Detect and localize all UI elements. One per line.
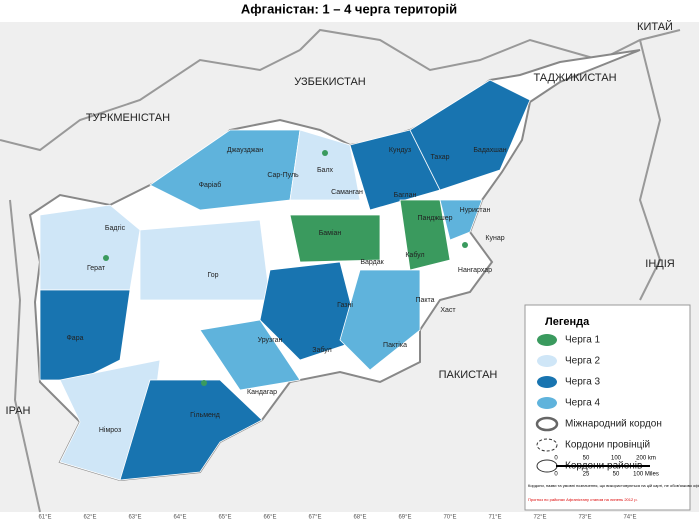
place-label: Баміан xyxy=(319,229,342,237)
place-label: Газні xyxy=(337,301,353,309)
country-label: ІРАН xyxy=(6,405,31,417)
place-label: Урузган xyxy=(258,337,283,344)
place-label: Бадгіс xyxy=(105,224,126,232)
longitude-label: 65°E xyxy=(218,515,231,521)
place-label: Панджшер xyxy=(418,215,453,222)
longitude-label: 63°E xyxy=(128,515,141,521)
longitude-label: 68°E xyxy=(353,515,366,521)
legend-swatch xyxy=(537,397,557,409)
place-label: Балх xyxy=(317,167,334,174)
scale-mile-label: 100 Miles xyxy=(633,472,659,478)
legend-label: Черга 1 xyxy=(565,335,601,346)
place-label: Кандагар xyxy=(247,389,277,396)
legend-swatch xyxy=(537,355,557,367)
longitude-label: 69°E xyxy=(398,515,411,521)
place-label: Німроз xyxy=(99,426,121,434)
longitude-label: 72°E xyxy=(533,515,546,521)
place-label: Кундуз xyxy=(389,147,411,154)
country-label: ПАКИСТАН xyxy=(439,369,498,381)
place-label: Фара xyxy=(66,335,83,342)
longitude-label: 70°E xyxy=(443,515,456,521)
country-label: ІНДІЯ xyxy=(645,258,675,270)
legend-label: Черга 4 xyxy=(565,398,601,409)
place-label: Баглан xyxy=(394,192,417,199)
legend-label: Кордони провінцій xyxy=(565,440,650,451)
place-label: Саманган xyxy=(331,189,363,196)
country-label: КИТАЙ xyxy=(637,20,673,33)
place-label: Гор xyxy=(207,272,218,279)
city-markers xyxy=(103,150,468,386)
legend: Легенда Черга 1 Черга 2 Черга 3 Черга 4 Міжн… xyxy=(524,304,699,511)
place-label: Кунар xyxy=(485,235,504,242)
scale-mile-label: 0 xyxy=(554,472,558,478)
legend-swatch xyxy=(536,459,558,473)
place-label: Герат xyxy=(87,265,106,272)
longitude-label: 67°E xyxy=(308,515,321,521)
longitude-label: 64°E xyxy=(173,515,186,521)
legend-label: Міжнародний кордон xyxy=(565,419,662,430)
place-label: Хаст xyxy=(440,307,456,314)
scale-mile-label: 25 xyxy=(583,472,590,478)
longitude-label: 61°E xyxy=(38,515,51,521)
place-label: Кабул xyxy=(405,251,424,259)
place-label: Гільменд xyxy=(190,411,220,419)
place-label: Тахар xyxy=(430,154,449,161)
scale-km-label: 200 km xyxy=(636,456,656,462)
country-label: ТАДЖИКИСТАН xyxy=(533,72,616,84)
place-label: Сар-Пуль xyxy=(267,172,299,179)
place-label: Пактіка xyxy=(383,341,407,349)
place-label: Забул xyxy=(312,346,331,354)
longitude-label: 66°E xyxy=(263,515,276,521)
legend-swatch xyxy=(537,376,557,388)
map-note-red: Прогноз по районах Афганістану станом на… xyxy=(528,497,638,502)
legend-swatch xyxy=(537,334,557,346)
place-label: Джаузджан xyxy=(227,147,263,154)
legend-swatch xyxy=(535,416,559,432)
district-fills xyxy=(39,79,531,481)
place-label: Пакта xyxy=(415,297,434,304)
scale-km-label: 50 xyxy=(583,456,590,462)
map-title: Афганістан: 1 – 4 черга територій xyxy=(241,1,457,16)
country-label: УЗБЕКИСТАН xyxy=(294,76,366,88)
place-label: Вардак xyxy=(360,259,384,266)
place-label: Нангархар xyxy=(458,267,492,274)
neighbor-borders xyxy=(0,28,681,513)
place-label: Бадахшан xyxy=(473,147,506,154)
legend-title: Легенда xyxy=(545,316,590,328)
scale-mile-label: 50 xyxy=(613,472,620,478)
scale-km-label: 0 xyxy=(554,456,558,462)
longitude-label: 74°E xyxy=(623,515,636,521)
longitude-label: 71°E xyxy=(488,515,501,521)
longitude-label: 62°E xyxy=(83,515,96,521)
map-note: Кордони, назви та умовні позначення, що … xyxy=(528,483,699,488)
place-label: Нуристан xyxy=(460,207,491,214)
legend-label: Черга 2 xyxy=(565,356,601,367)
legend-label: Черга 3 xyxy=(565,377,601,388)
place-label: Фаріаб xyxy=(199,181,222,189)
longitude-label: 73°E xyxy=(578,515,591,521)
legend-swatch xyxy=(536,438,558,452)
country-label: ТУРКМЕНІСТАН xyxy=(86,112,170,124)
scale-km-label: 100 xyxy=(611,456,622,462)
